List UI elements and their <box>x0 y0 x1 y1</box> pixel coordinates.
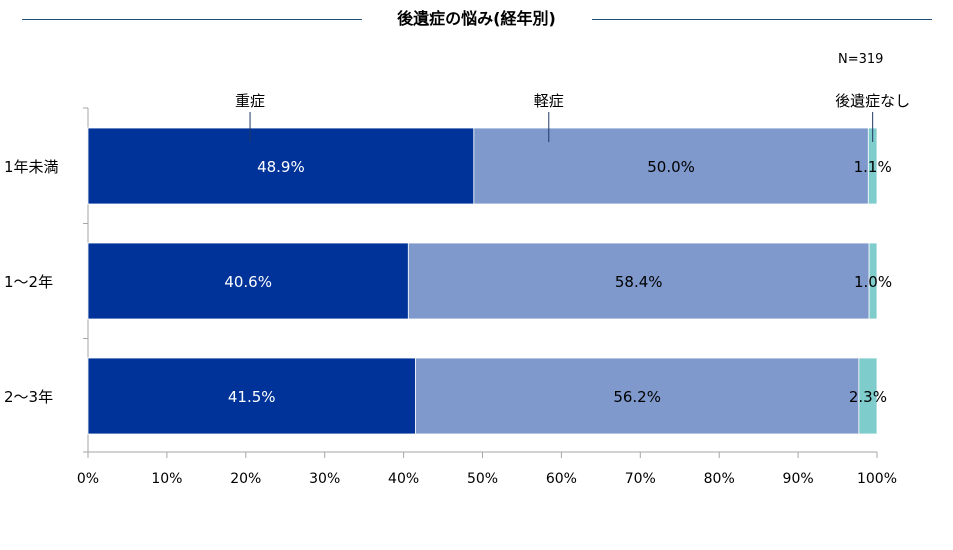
series-label: 後遺症なし <box>835 92 910 110</box>
bar-segment <box>415 357 860 435</box>
data-label: 41.5% <box>228 388 276 406</box>
chart-title: 後遺症の悩み(経年別) <box>389 9 564 28</box>
x-tick-label: 100% <box>857 471 897 487</box>
bar-segment <box>407 242 870 320</box>
bar-segment <box>868 242 878 320</box>
x-tick-label: 90% <box>783 471 814 487</box>
category-label: 2～3年 <box>4 388 53 406</box>
title-rule-right <box>592 19 932 20</box>
data-label: 58.4% <box>615 273 663 291</box>
bar-segment <box>87 242 409 320</box>
x-tick-label: 70% <box>625 471 656 487</box>
x-tick-label: 80% <box>704 471 735 487</box>
category-label: 1年未満 <box>4 158 59 176</box>
data-label: 1.1% <box>854 158 892 176</box>
title-rule-left <box>22 19 362 20</box>
bar-segment <box>87 127 475 205</box>
sample-size-label: N=319 <box>838 52 884 67</box>
x-tick-label: 30% <box>309 471 340 487</box>
x-tick-label: 10% <box>151 471 182 487</box>
bar-segment <box>858 357 878 435</box>
data-label: 40.6% <box>224 273 272 291</box>
data-label: 48.9% <box>257 158 305 176</box>
chart-title-area: 後遺症の悩み(経年別) <box>0 0 953 40</box>
series-label: 軽症 <box>534 92 564 110</box>
x-tick-label: 60% <box>546 471 577 487</box>
x-tick-label: 40% <box>388 471 419 487</box>
x-tick-label: 50% <box>467 471 498 487</box>
data-label: 1.0% <box>854 273 892 291</box>
data-label: 50.0% <box>647 158 695 176</box>
category-label: 1～2年 <box>4 273 53 291</box>
x-tick-label: 20% <box>230 471 261 487</box>
data-label: 2.3% <box>849 388 887 406</box>
x-tick-label: 0% <box>77 471 99 487</box>
series-label: 重症 <box>235 92 265 110</box>
data-label: 56.2% <box>613 388 661 406</box>
